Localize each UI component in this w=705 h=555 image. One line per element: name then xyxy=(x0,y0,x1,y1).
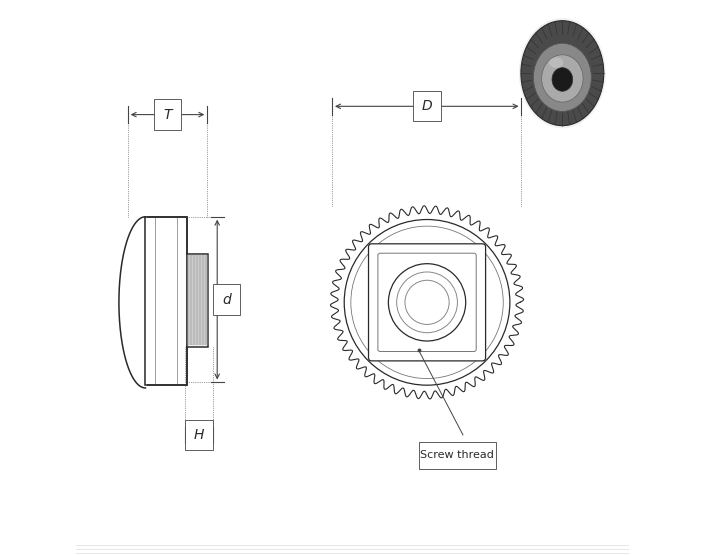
Ellipse shape xyxy=(521,21,603,125)
Bar xyxy=(145,217,187,385)
Ellipse shape xyxy=(541,55,583,102)
Ellipse shape xyxy=(534,43,591,112)
Circle shape xyxy=(388,264,466,341)
Bar xyxy=(154,99,181,130)
Bar xyxy=(413,91,441,122)
Text: T: T xyxy=(164,108,172,122)
Text: H: H xyxy=(194,428,204,442)
Text: D: D xyxy=(422,99,432,113)
Text: Screw thread: Screw thread xyxy=(420,450,494,460)
Bar xyxy=(419,442,496,469)
Bar xyxy=(187,254,208,346)
Bar xyxy=(185,420,213,450)
Ellipse shape xyxy=(552,68,572,91)
Ellipse shape xyxy=(519,18,606,128)
Bar xyxy=(145,217,187,385)
Ellipse shape xyxy=(549,57,563,68)
FancyBboxPatch shape xyxy=(369,244,486,361)
Bar xyxy=(114,214,214,388)
Circle shape xyxy=(329,204,525,401)
Text: d: d xyxy=(222,292,231,306)
Circle shape xyxy=(344,220,510,385)
Polygon shape xyxy=(119,217,145,388)
Bar xyxy=(213,284,240,315)
